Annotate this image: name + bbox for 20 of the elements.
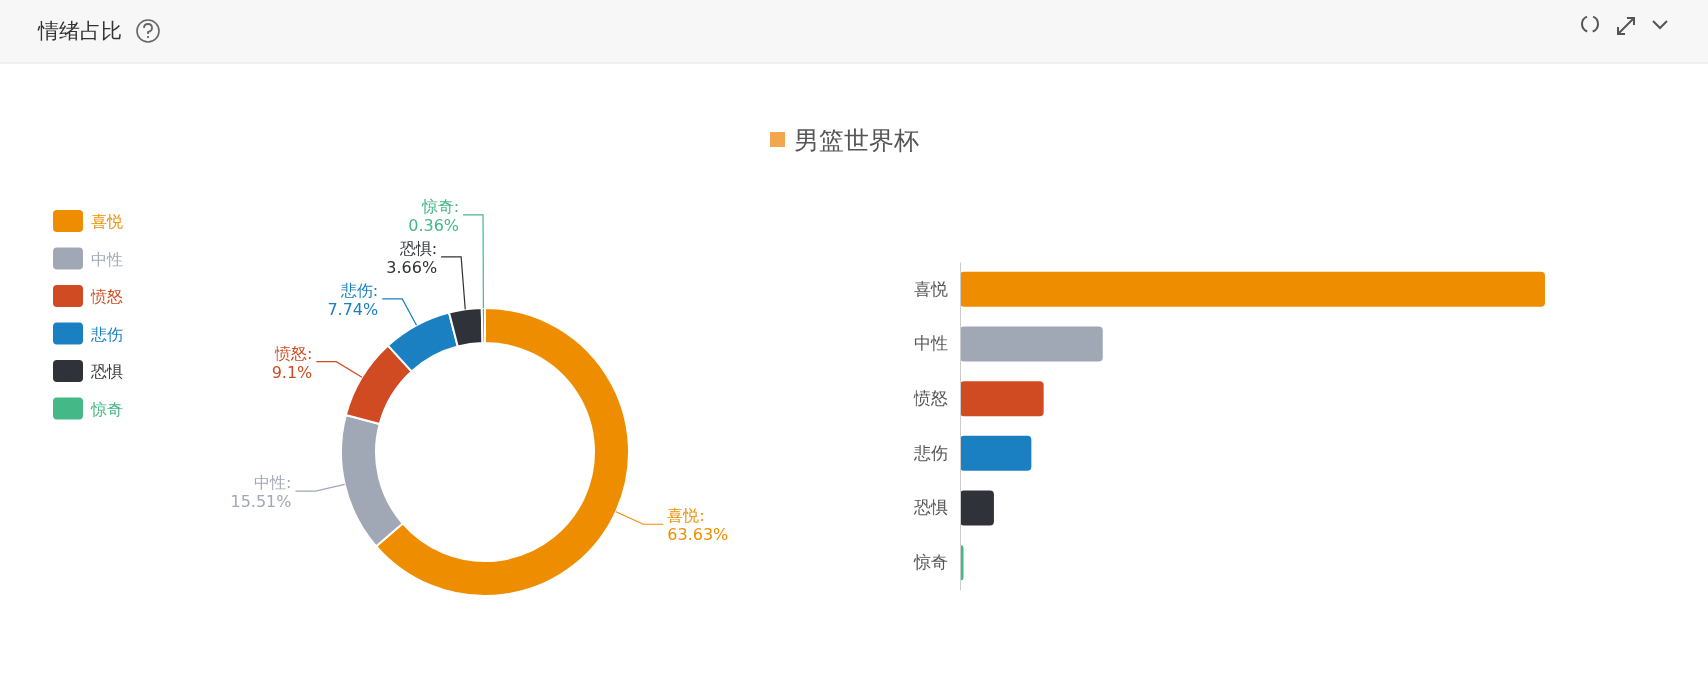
chart-title: 情绪占比 bbox=[37, 19, 122, 43]
legend-label: 恐惧 bbox=[90, 362, 123, 381]
legend-label: 惊奇 bbox=[90, 399, 123, 419]
legend-label: 悲伤 bbox=[90, 324, 123, 344]
y-tick-label: 惊奇 bbox=[913, 552, 948, 573]
data-label: 悲伤: 7.74% bbox=[327, 280, 379, 319]
y-tick-label: 中性 bbox=[914, 333, 948, 354]
data-label: 愤怒: 9.1% bbox=[271, 343, 313, 382]
text: 男篮世界杯 bbox=[794, 126, 919, 155]
y-tick-label: 恐惧 bbox=[913, 497, 948, 518]
data-label: 惊奇: 0.36% bbox=[408, 196, 460, 235]
legend-label: 喜悦 bbox=[91, 212, 123, 231]
legend-label: 中性 bbox=[91, 249, 123, 269]
y-tick-label: 悲伤 bbox=[913, 442, 948, 463]
y-tick-label: 愤怒 bbox=[913, 388, 948, 409]
data-label: 喜悦: 63.63% bbox=[667, 506, 729, 545]
legend-label: 愤怒 bbox=[90, 287, 123, 306]
data-label: 恐惧: 3.66% bbox=[386, 238, 438, 277]
y-tick-label: 喜悦 bbox=[914, 278, 948, 299]
data-label: 中性: 15.51% bbox=[230, 473, 292, 512]
